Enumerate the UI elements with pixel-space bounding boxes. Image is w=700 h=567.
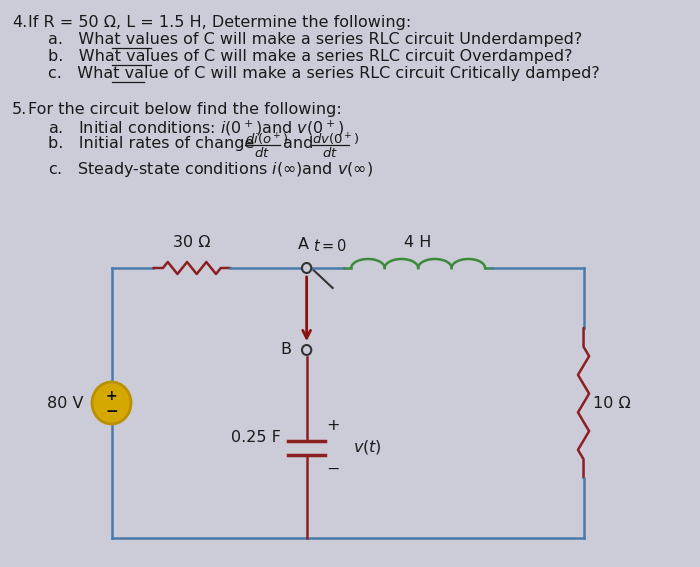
Text: For the circuit below find the following:: For the circuit below find the following… bbox=[28, 102, 342, 117]
Text: +: + bbox=[326, 418, 340, 433]
Text: 10 Ω: 10 Ω bbox=[593, 396, 631, 411]
Text: $dt$: $dt$ bbox=[323, 146, 339, 160]
Text: a.   What values of C will make a series RLC circuit Underdamped?: a. What values of C will make a series R… bbox=[48, 32, 582, 47]
Text: and: and bbox=[284, 136, 314, 151]
Text: 30 Ω: 30 Ω bbox=[173, 235, 211, 250]
Text: +: + bbox=[106, 389, 118, 403]
Text: 80 V: 80 V bbox=[47, 396, 83, 411]
Text: $v(t)$: $v(t)$ bbox=[353, 438, 382, 456]
Text: a.   Initial conditions: $i(0^+)$and $v(0^+)$: a. Initial conditions: $i(0^+)$and $v(0^… bbox=[48, 119, 344, 138]
Text: c.   What value of C will make a series RLC circuit Critically damped?: c. What value of C will make a series RL… bbox=[48, 66, 600, 81]
Text: b.   Initial rates of change: b. Initial rates of change bbox=[48, 136, 255, 151]
Circle shape bbox=[92, 382, 131, 424]
Text: −: − bbox=[326, 462, 340, 477]
Text: $di(o^+)$: $di(o^+)$ bbox=[245, 132, 289, 149]
Text: If R = 50 Ω, L = 1.5 H, Determine the following:: If R = 50 Ω, L = 1.5 H, Determine the fo… bbox=[28, 15, 411, 30]
Text: −: − bbox=[105, 404, 118, 418]
Text: A: A bbox=[298, 237, 309, 252]
Text: 4 H: 4 H bbox=[405, 235, 432, 250]
Text: B: B bbox=[281, 342, 292, 358]
Text: c.   Steady-state conditions $i(\infty)$and $v(\infty)$: c. Steady-state conditions $i(\infty)$an… bbox=[48, 160, 373, 179]
Text: 5.: 5. bbox=[12, 102, 27, 117]
Text: b.   What values of C will make a series RLC circuit Overdamped?: b. What values of C will make a series R… bbox=[48, 49, 573, 64]
Text: $dt$: $dt$ bbox=[253, 146, 270, 160]
Text: $dv(0^+)$: $dv(0^+)$ bbox=[312, 132, 360, 149]
Circle shape bbox=[302, 263, 312, 273]
Circle shape bbox=[302, 345, 312, 355]
Text: $t=0$: $t=0$ bbox=[313, 238, 347, 254]
Text: 4.: 4. bbox=[12, 15, 27, 30]
Text: 0.25 F: 0.25 F bbox=[231, 430, 281, 445]
